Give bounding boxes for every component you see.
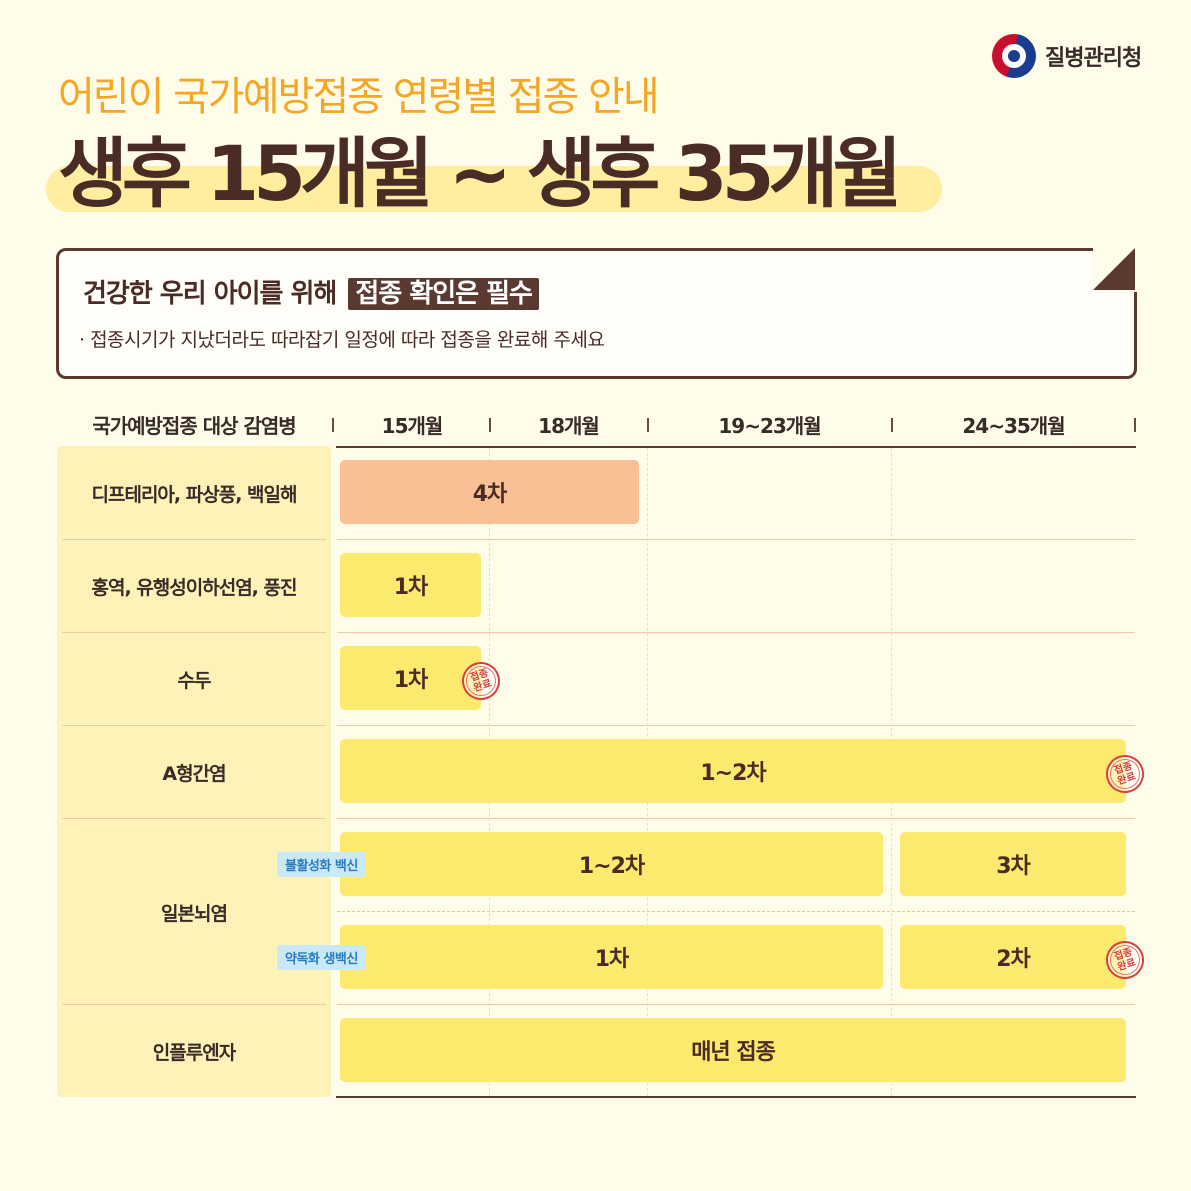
header-col-15m: 15개월 xyxy=(381,414,444,438)
folded-corner-icon xyxy=(1093,248,1137,292)
row-divider xyxy=(62,818,326,819)
notice-headline: 건강한 우리 아이를 위해 접종 확인은 필수 xyxy=(83,273,539,310)
row-divider xyxy=(337,632,1135,633)
header-col-18m: 18개월 xyxy=(538,414,600,438)
disease-influenza: 인플루엔자 xyxy=(152,1042,236,1064)
row-divider xyxy=(337,725,1135,726)
dose-bar: 매년 접종 xyxy=(340,1018,1126,1082)
notice-headline-text: 건강한 우리 아이를 위해 xyxy=(83,279,337,309)
stamp-text: 접종완료 xyxy=(1112,946,1138,974)
stamp-text: 접종완료 xyxy=(468,667,494,695)
dose-label: 1차 xyxy=(594,947,630,972)
row-divider xyxy=(337,539,1135,540)
stamp-text: 접종완료 xyxy=(1112,760,1138,788)
dose-label: 4차 xyxy=(472,482,508,507)
agency-name: 질병관리청 xyxy=(1045,46,1142,71)
disease-varicella: 수두 xyxy=(177,670,212,692)
disease-hepatitis-a: A형간염 xyxy=(162,763,226,785)
header-col-19-23m: 19~23개월 xyxy=(718,414,821,438)
dose-bar: 1~2차 xyxy=(340,832,883,896)
header-tick xyxy=(647,418,649,432)
dose-bar: 1~2차 xyxy=(340,739,1126,803)
header-tick xyxy=(1134,418,1136,432)
header-tick xyxy=(332,418,334,432)
row-divider xyxy=(62,539,326,540)
subrow-divider xyxy=(337,911,1135,912)
dose-label: 1~2차 xyxy=(578,854,645,879)
dose-bar: 1차 xyxy=(340,925,883,989)
disease-mmr: 홍역, 유행성이하선염, 풍진 xyxy=(91,577,298,599)
dose-bar: 2차 xyxy=(900,925,1126,989)
dose-bar: 1차 xyxy=(340,553,481,617)
table-bottom-border xyxy=(336,1096,1136,1098)
disease-dtap: 디프테리아, 파상풍, 백일해 xyxy=(91,484,298,506)
row-divider xyxy=(337,1004,1135,1005)
vaccine-type-tag: 약독화 생백신 xyxy=(277,945,366,970)
row-divider xyxy=(62,725,326,726)
title-highlight xyxy=(46,166,942,212)
page-subtitle: 어린이 국가예방접종 연령별 접종 안내 xyxy=(58,74,660,120)
dose-bar: 4차 xyxy=(340,460,639,524)
table-top-border xyxy=(336,446,1136,448)
disease-column-panel xyxy=(57,446,331,1097)
dose-label: 3차 xyxy=(996,854,1031,879)
dose-bar: 1차 xyxy=(340,646,481,710)
row-divider xyxy=(62,632,326,633)
page-title: 생후 15개월 ~ 생후 35개월 xyxy=(58,129,902,218)
taegeuk-logo-icon xyxy=(992,34,1036,78)
dose-label: 1차 xyxy=(393,575,429,600)
agency-brand: 질병관리청 xyxy=(992,34,1142,78)
header-tick xyxy=(891,418,893,432)
dose-bar: 3차 xyxy=(900,832,1126,896)
row-divider xyxy=(62,1004,326,1005)
dose-label: 1차 xyxy=(393,668,429,693)
row-divider xyxy=(337,818,1135,819)
notice-description: · 접종시기가 지났더라도 따라잡기 일정에 따라 접종을 완료해 주세요 xyxy=(79,329,605,351)
dose-label: 1~2차 xyxy=(700,761,766,786)
header-col-24-35m: 24~35개월 xyxy=(962,414,1065,438)
vaccine-type-tag: 불활성화 백신 xyxy=(277,852,366,877)
header-tick xyxy=(489,418,491,432)
dose-label: 2차 xyxy=(996,947,1031,972)
dose-label: 매년 접종 xyxy=(691,1040,776,1065)
disease-japanese-encephalitis: 일본뇌염 xyxy=(161,903,228,925)
notice-box: 건강한 우리 아이를 위해 접종 확인은 필수 · 접종시기가 지났더라도 따라… xyxy=(56,248,1137,379)
notice-headline-tag: 접종 확인은 필수 xyxy=(348,278,539,310)
header-disease: 국가예방접종 대상 감염병 xyxy=(92,414,296,438)
